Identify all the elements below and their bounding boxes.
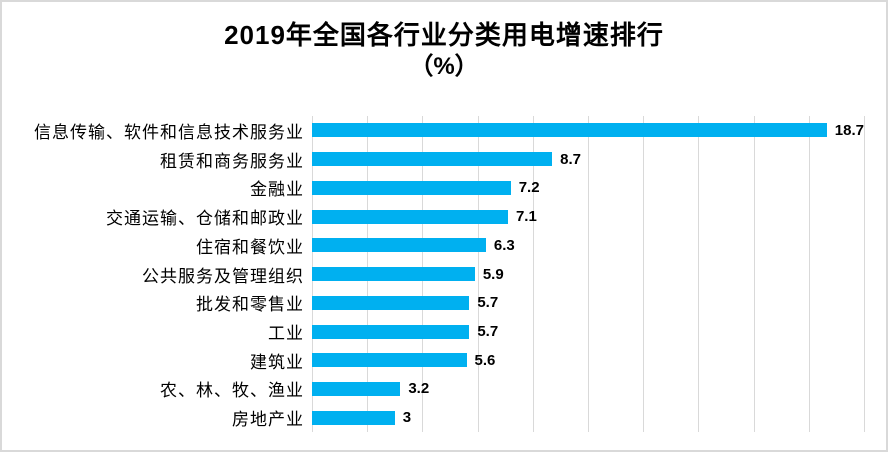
bar-row: 7.2 [312,173,864,202]
category-label: 农、林、牧、渔业 [160,381,304,401]
gridline [643,116,645,432]
bar [312,152,553,167]
chart-title-line2: （%） [409,53,479,80]
bar-value-label: 5.9 [482,265,504,283]
bar-value-label: 5.7 [477,323,499,340]
category-label: 交通运输、仓储和邮政业 [106,209,304,229]
category-label: 工业 [268,324,304,343]
gridline [698,116,700,432]
category-label: 房地产业 [232,410,304,430]
bar [312,410,395,425]
bar-series: 18.7 8.7 7.2 7.1 6.3 5.9 5.7 5.7 5.6 3.2 3 [312,116,864,432]
bar [312,180,511,195]
category-label: 建筑业 [250,352,304,372]
bar-value-label: 7.2 [518,179,540,197]
plot-area: 18.7 8.7 7.2 7.1 6.3 5.9 5.7 5.7 5.6 3.2 3 [312,116,865,432]
gridline [588,116,589,432]
bar-value-label: 3 [402,409,412,427]
bar-row: 8.7 [312,145,864,174]
gridline [808,116,810,432]
bar [312,238,486,253]
bar [312,267,475,282]
bar-value-label: 8.7 [560,150,581,168]
bar [312,381,401,396]
chart-title-line1: 2019年全国各行业分类用电增速排行 [224,20,664,50]
bar-value-label: 18.7 [834,121,864,139]
bar-row: 5.7 [312,317,864,346]
gridline [864,116,865,432]
bar-value-label: 5.7 [477,294,499,312]
gridline [753,116,755,432]
category-label: 金融业 [250,180,304,200]
bar-row: 5.6 [312,346,864,375]
bar-row: 5.7 [312,288,864,317]
bar-row: 3.2 [312,375,864,404]
bar [312,353,467,368]
bar-value-label: 7.1 [515,208,537,226]
bar-row: 5.9 [312,260,864,289]
bar [312,209,508,224]
category-label: 租赁和商务服务业 [160,151,304,171]
bar-value-label: 5.6 [474,351,496,369]
bar [312,123,827,138]
bar-row: 6.3 [312,231,864,260]
bar-value-label: 3.2 [408,380,430,398]
bar-row: 7.1 [312,202,864,231]
chart-title: 2019年全国各行业分类用电增速排行 （%） [2,18,886,82]
bar [312,295,470,310]
category-label: 信息传输、软件和信息技术服务业 [34,122,304,142]
bar-value-label: 6.3 [493,236,515,254]
bar [312,324,470,339]
bar-row: 18.7 [312,116,864,145]
gridline [477,116,479,432]
category-label: 批发和零售业 [196,295,304,315]
bar-row: 3 [312,403,864,432]
category-axis: 信息传输、软件和信息技术服务业租赁和商务服务业金融业交通运输、仓储和邮政业住宿和… [2,116,304,432]
category-label: 住宿和餐饮业 [196,237,304,257]
category-label: 公共服务及管理组织 [142,266,304,286]
gridline [532,116,534,432]
